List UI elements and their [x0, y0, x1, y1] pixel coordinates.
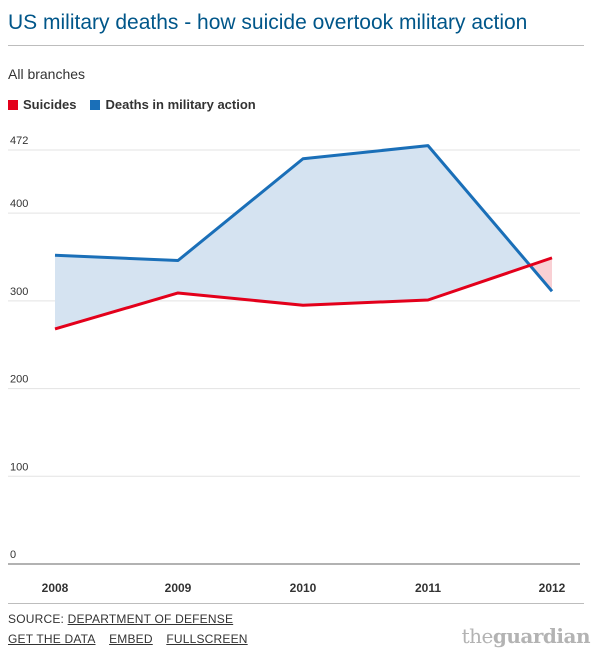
get-data-link[interactable]: GET THE DATA [8, 632, 96, 646]
legend-swatch-suicides [8, 99, 18, 110]
x-tick-label-2010: 2010 [290, 581, 317, 595]
legend: Suicides Deaths in military action [8, 97, 270, 112]
series-line-suicides [54, 256, 553, 331]
title-divider [8, 45, 584, 46]
series-line-military-action [54, 144, 554, 293]
x-tick-label-2008: 2008 [42, 581, 69, 595]
fullscreen-link[interactable]: FULLSCREEN [166, 632, 248, 646]
line-chart: 0 100 200 300 400 472 2008 2009 2010 2011 2012 [8, 135, 580, 595]
source-link[interactable]: DEPARTMENT OF DEFENSE [67, 612, 234, 626]
y-tick-label-100: 100 [10, 461, 28, 473]
y-tick-label-200: 200 [10, 374, 28, 386]
footer: SOURCE: DEPARTMENT OF DEFENSE GET THE DA… [8, 609, 258, 649]
source-prefix: SOURCE: [8, 612, 68, 626]
y-tick-label-472: 472 [10, 135, 28, 147]
chart-title: US military deaths - how suicide overtoo… [8, 11, 528, 34]
legend-label-suicides: Suicides [23, 97, 77, 112]
area-gap-military-above [55, 145, 530, 329]
legend-label-military-action: Deaths in military action [105, 97, 256, 112]
x-tick-label-2009: 2009 [165, 581, 192, 595]
chart-subtitle: All branches [8, 66, 86, 82]
y-tick-label-300: 300 [10, 286, 28, 298]
y-tick-label-0: 0 [10, 549, 16, 561]
x-tick-label-2012: 2012 [539, 581, 566, 595]
source-row: SOURCE: DEPARTMENT OF DEFENSE [8, 609, 258, 629]
legend-entry-military-action[interactable]: Deaths in military action [90, 97, 256, 112]
embed-link[interactable]: EMBED [109, 632, 153, 646]
guardian-logo: theguardian [461, 624, 591, 648]
legend-entry-suicides[interactable]: Suicides [8, 97, 76, 112]
x-tick-label-2011: 2011 [415, 581, 441, 595]
footer-divider [8, 603, 584, 604]
legend-swatch-military-action [90, 99, 101, 110]
footer-links: GET THE DATA EMBED FULLSCREEN [8, 629, 258, 649]
y-tick-label-400: 400 [10, 198, 28, 210]
